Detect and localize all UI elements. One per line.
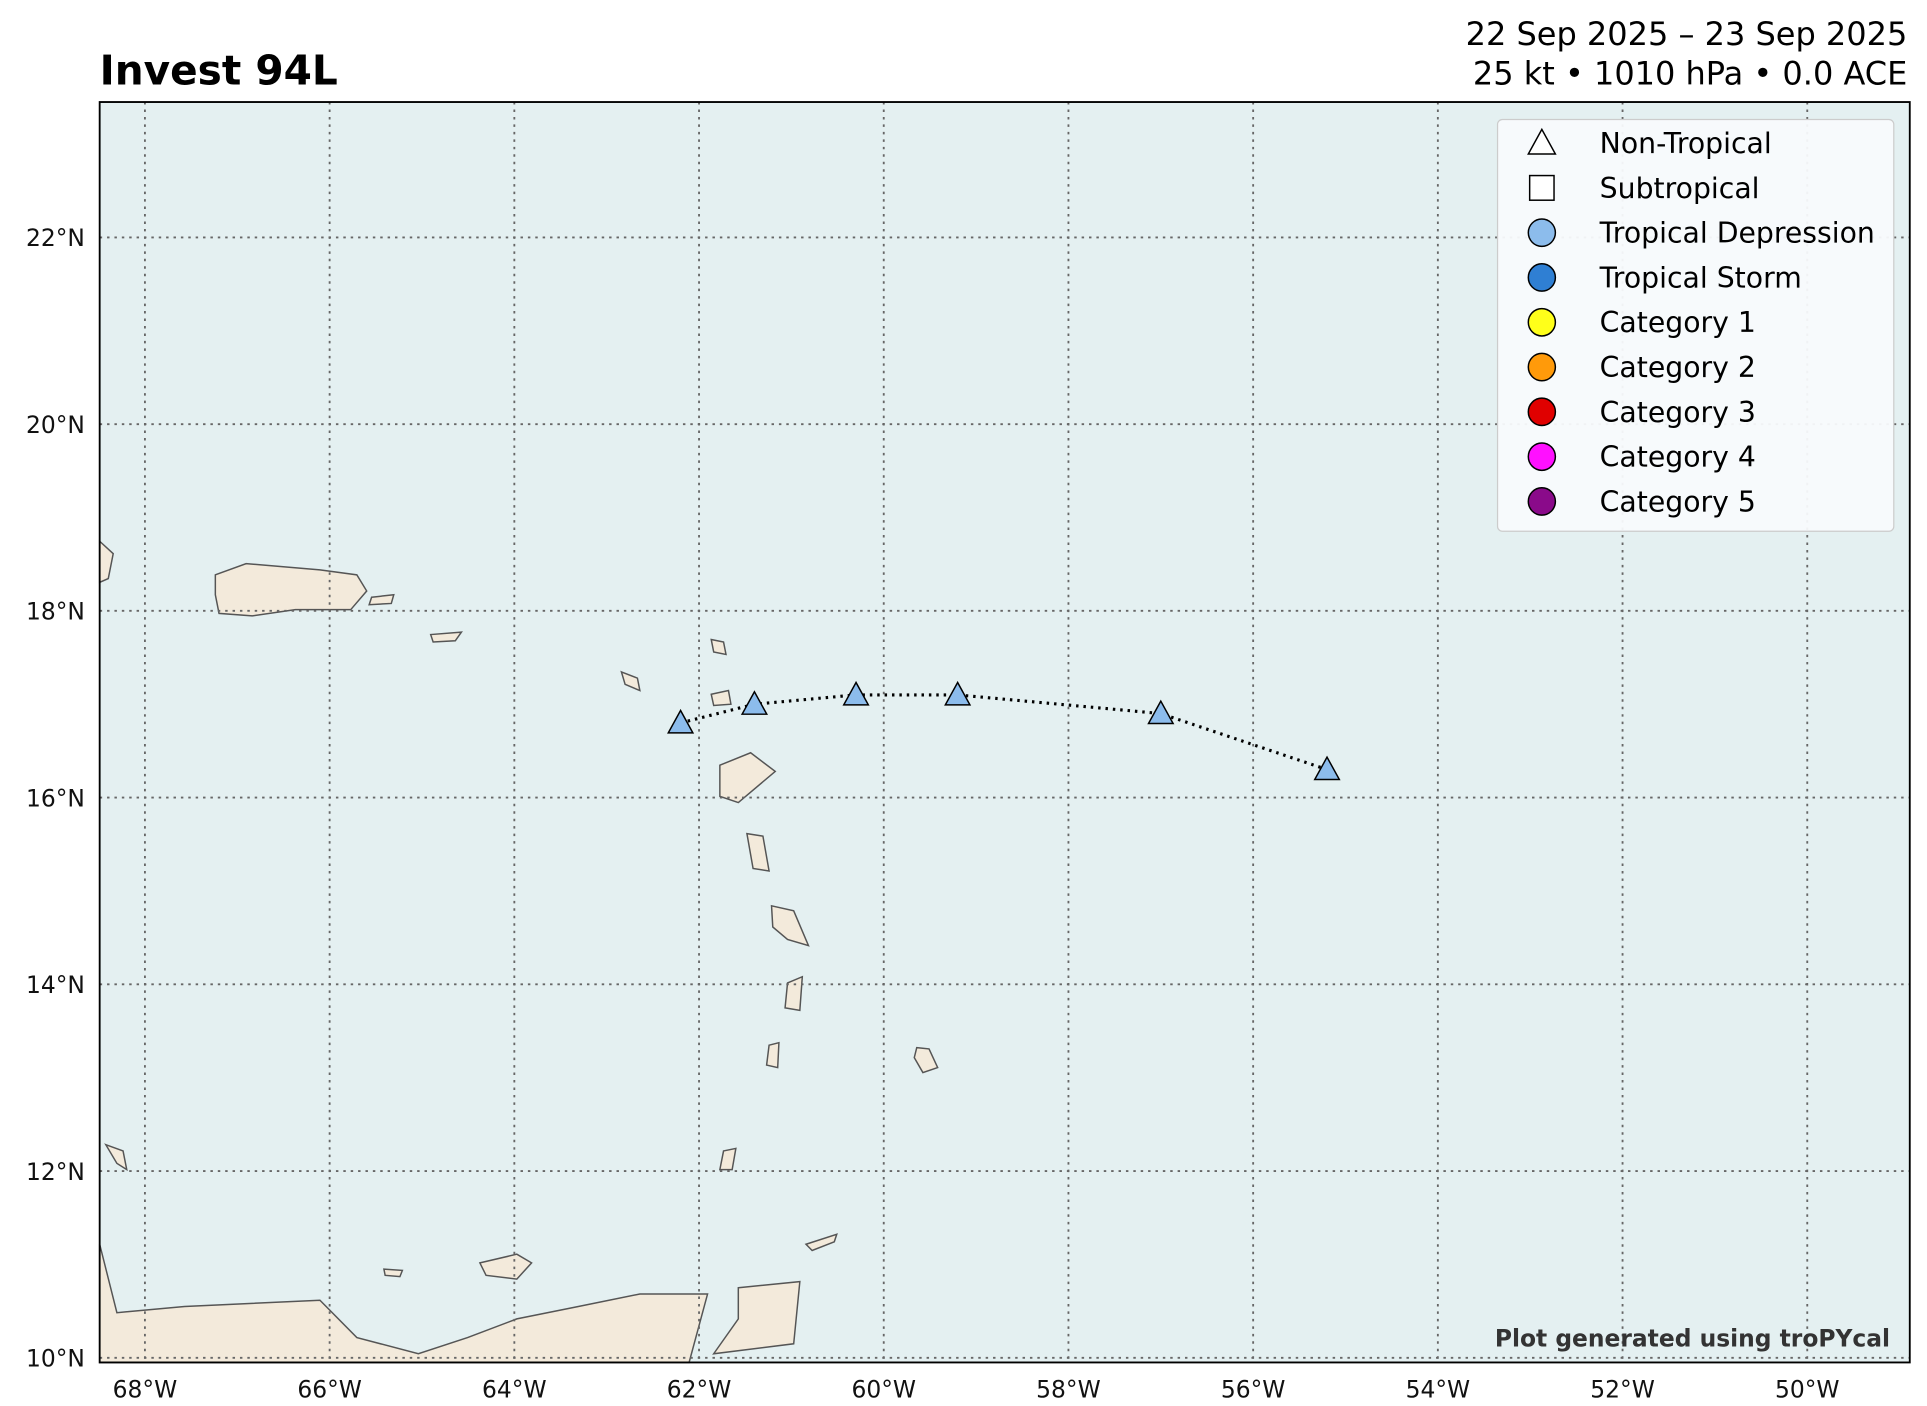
legend-label: Category 1 [1600, 306, 1756, 339]
y-tick-label: 18°N [26, 597, 85, 625]
x-tick-label: 52°W [1590, 1375, 1655, 1403]
chart-subtitle: 25 kt • 1010 hPa • 0.0 ACE [1473, 54, 1907, 92]
legend-label: Tropical Storm [1599, 261, 1802, 294]
track-point [1313, 755, 1341, 781]
legend-box [1496, 118, 1895, 532]
y-tick-label: 16°N [26, 784, 85, 812]
legend-label: Category 2 [1600, 351, 1756, 384]
y-tick-label: 10°N [26, 1344, 85, 1372]
x-tick-label: 60°W [851, 1375, 916, 1403]
x-tick-label: 68°W [113, 1375, 178, 1403]
y-tick-label: 14°N [26, 971, 85, 999]
legend-marker [1527, 397, 1557, 427]
legend-label: Category 3 [1600, 396, 1756, 429]
legend-marker [1527, 218, 1557, 248]
track-point [944, 680, 972, 706]
legend-label: Category 5 [1600, 485, 1756, 518]
track-point [1147, 699, 1175, 725]
legend-label: Subtropical [1600, 172, 1760, 205]
chart-subtitle: 22 Sep 2025 – 23 Sep 2025 [1466, 15, 1908, 53]
track-point [667, 708, 695, 734]
y-tick-label: 12°N [26, 1158, 85, 1186]
credit: Plot generated using troPYcal [1495, 1324, 1890, 1352]
legend-label: Category 4 [1600, 440, 1756, 473]
legend-marker [1528, 174, 1555, 201]
y-tick-label: 22°N [26, 224, 85, 252]
legend-marker [1527, 307, 1557, 337]
x-tick-label: 66°W [297, 1375, 362, 1403]
track-point [842, 680, 870, 706]
x-tick-label: 54°W [1406, 1375, 1471, 1403]
legend: Non-Tropical Subtropical Tropical Depressi… [1496, 118, 1895, 532]
x-tick-label: 56°W [1221, 1375, 1286, 1403]
y-tick-label: 20°N [26, 411, 85, 439]
x-tick-label: 50°W [1775, 1375, 1840, 1403]
track [667, 680, 1341, 781]
legend-marker [1527, 263, 1557, 292]
x-tick-label: 62°W [667, 1375, 732, 1403]
legend-label: Non-Tropical [1600, 127, 1772, 160]
chart-title: Invest 94L [100, 46, 338, 94]
plot-frame [98, 101, 1911, 1364]
legend-marker [1527, 486, 1557, 516]
legend-marker [1527, 352, 1557, 382]
track-line [680, 693, 1328, 772]
x-tick-label: 64°W [482, 1375, 547, 1403]
x-tick-label: 58°W [1036, 1375, 1101, 1403]
legend-marker [1527, 442, 1557, 472]
legend-marker [1527, 127, 1557, 155]
legend-label: Tropical Depression [1599, 216, 1875, 249]
track-point [740, 690, 769, 715]
